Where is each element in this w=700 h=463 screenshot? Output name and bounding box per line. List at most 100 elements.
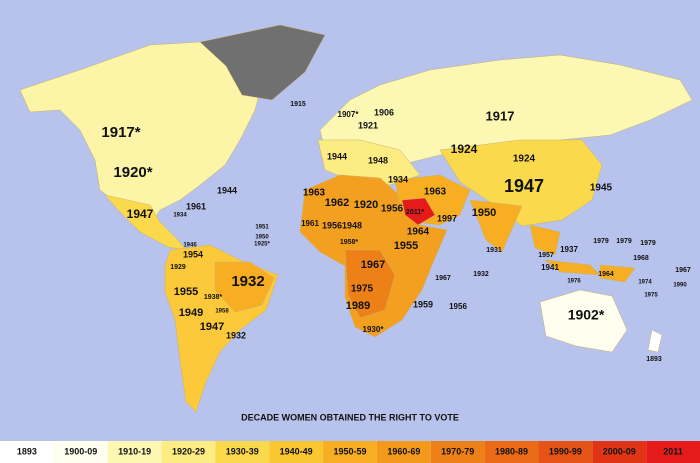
year-label: 1968 [633,255,649,262]
year-label: 1997 [437,213,457,223]
year-label: 1950 [255,235,269,241]
year-label: 1949 [179,307,203,319]
year-label: 1924 [451,142,478,156]
year-label: 1975 [351,284,374,295]
year-label: 1941 [541,263,559,272]
legend-swatch [538,441,593,463]
year-label: 1955 [394,240,418,252]
india [469,199,523,253]
legend-swatch [484,441,539,463]
year-label: 1989 [346,300,370,312]
year-label: 1962 [325,197,349,209]
year-label: 1944 [217,185,237,195]
legend-swatch [376,441,431,463]
year-label: 1925* [254,242,270,248]
saudi-arabia [401,197,436,226]
legend-swatch [592,441,647,463]
year-label: 1974 [638,280,652,286]
year-label: 1964 [598,271,614,278]
greenland [199,24,326,101]
year-label: 1932 [473,271,489,278]
year-label: 1957 [538,252,554,259]
year-label: 1963 [424,187,447,198]
year-label: 1967 [675,267,691,274]
year-label: 1944 [327,151,347,161]
year-label: 1967 [435,275,451,282]
legend-label: 2011 [663,446,683,456]
legend-swatch [161,441,216,463]
year-label: 1975 [644,293,658,299]
year-label: 1932 [231,273,264,290]
brazil [214,261,275,313]
year-label: 1979 [640,240,656,247]
year-label: 1946 [183,243,197,249]
year-label: 1959 [413,299,433,309]
year-label: 1920 [354,199,378,211]
year-label: 1938* [204,294,223,301]
legend-swatch [269,441,324,463]
legend-swatch [107,441,162,463]
year-label: 1951 [255,225,269,231]
legend-label: 2000-09 [603,446,636,456]
year-label: 1954 [183,249,203,259]
year-label: 1956 [381,204,404,215]
year-label: 1950 [472,207,496,219]
year-label: 1979 [616,238,632,245]
legend-swatch [0,441,54,463]
year-label: 1990 [673,283,687,289]
legend-label: 1990-99 [549,446,582,456]
legend-label: 1950-59 [333,446,366,456]
year-label: 1934 [388,174,408,184]
year-label: 1929 [170,264,186,271]
year-label: 1948 [342,220,362,230]
legend-swatch [646,441,700,463]
year-label: 1948 [368,155,388,165]
australia [539,289,628,353]
legend-swatch [53,441,108,463]
legend-label: 1960-69 [387,446,420,456]
legend-label: 1900-09 [64,446,97,456]
legend: 1893 1900-09 1910-19 1920-29 1930-39 1940-49 1… [0,441,700,463]
year-label: 1915 [290,101,306,108]
year-label: 1947 [127,207,154,221]
legend-label: 1930-39 [226,446,259,456]
legend-label: 1940-49 [280,446,313,456]
year-label: 1930* [363,325,385,334]
year-label: 1921 [358,120,378,130]
year-label: 1934 [173,213,187,219]
legend-label: 1920-29 [172,446,205,456]
year-label: 1958 [215,309,229,315]
legend-title: DECADE WOMEN OBTAINED THE RIGHT TO VOTE [241,412,459,422]
new-zealand [647,329,663,353]
year-label: 1964 [407,227,430,238]
legend-label: 1893 [17,446,37,456]
central-africa [344,249,396,319]
legend-label: 1970-79 [441,446,474,456]
year-label: 1963 [303,188,326,199]
landmasses [19,24,693,413]
year-label: 1947 [504,176,544,196]
southeast-asia [529,224,636,283]
year-label: 2011* [406,209,424,216]
year-label: 1920* [113,164,152,181]
year-label: 1906 [374,107,394,117]
year-label: 1955 [174,286,198,298]
year-label: 1917 [486,108,515,123]
year-label: 1907* [338,110,360,119]
year-label: 1945 [590,183,613,194]
year-label: 1961 [186,201,206,211]
year-label: 1967 [361,259,385,271]
year-label: 1931 [486,247,502,254]
year-label: 1961 [301,219,319,228]
year-label: 1924 [513,154,536,165]
legend-swatch [323,441,377,463]
east-asia [439,139,603,227]
legend-label: 1980-89 [495,446,528,456]
legend-swatch [215,441,270,463]
year-label: 1932 [226,330,246,340]
legend-swatch [430,441,485,463]
year-label: 1958* [340,239,359,246]
year-label: 1979 [593,238,609,245]
